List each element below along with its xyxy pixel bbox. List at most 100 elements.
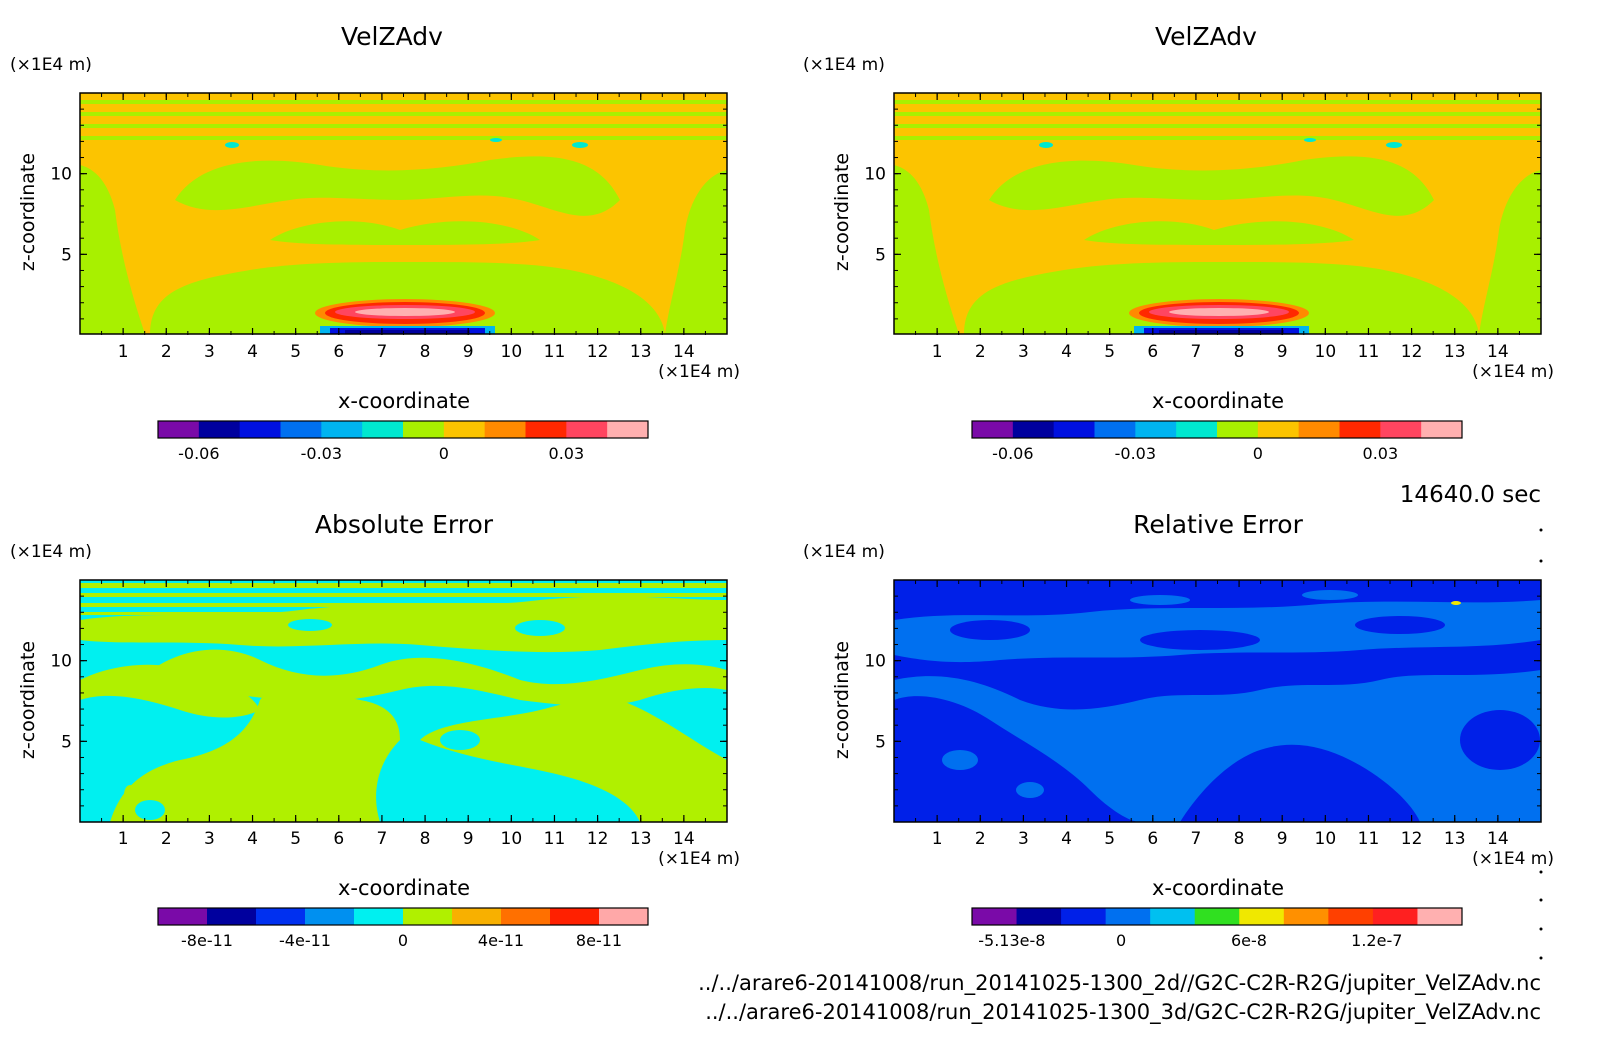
x-tick-label: 12 — [587, 342, 609, 362]
x-unit-label: (×1E4 m) — [658, 362, 740, 382]
x-unit-label: (×1E4 m) — [1472, 362, 1554, 382]
margin-dots — [1539, 528, 1543, 960]
colorbar-swatch — [1194, 908, 1240, 925]
x-tick-label: 5 — [1104, 342, 1115, 362]
colorbar-swatch — [1094, 421, 1136, 438]
x-tick-label: 5 — [290, 342, 301, 362]
colorbar-swatch — [1053, 421, 1095, 438]
y-tick-label: 5 — [875, 245, 886, 265]
y-axis-label: z-coordinate — [831, 153, 853, 271]
colorbar-swatch — [1150, 908, 1196, 925]
x-tick-label: 3 — [1018, 829, 1029, 849]
colorbar-swatch — [158, 421, 200, 438]
colorbar-swatch — [256, 908, 306, 925]
colorbar-swatch — [1339, 421, 1381, 438]
colorbar-tick-label: -0.06 — [992, 444, 1033, 463]
colorbar-swatch — [1298, 421, 1340, 438]
colorbar-frame — [157, 907, 649, 926]
y-axis-ticks: 5 10 — [50, 108, 727, 320]
x-tick-label: 7 — [1191, 342, 1202, 362]
colorbar-tick-label: 0 — [1116, 931, 1126, 950]
file-path-3d: ../../arare6-20141008/run_20141025-1300_… — [705, 1000, 1541, 1025]
colorbar-tick-label: 0.03 — [1363, 444, 1399, 463]
x-tick-label: 8 — [420, 829, 431, 849]
x-tick-label: 5 — [1104, 829, 1115, 849]
x-tick-label: 4 — [247, 342, 258, 362]
x-axis-ticks: 1 2 3 4 5 6 7 8 9 10 11 12 13 14 — [101, 580, 706, 849]
x-axis-ticks: 1 2 3 4 5 6 7 8 9 10 11 12 13 14 — [915, 580, 1520, 849]
colorbar-swatch — [354, 908, 404, 925]
colorbar-tick-label: -5.13e-8 — [978, 931, 1045, 950]
colorbar-tick-label: 0 — [398, 931, 408, 950]
colorbar-swatch — [607, 421, 649, 438]
colorbar-swatch — [403, 421, 445, 438]
colorbar-tick-label: 1.2e-7 — [1351, 931, 1402, 950]
y-tick-label: 10 — [50, 652, 72, 672]
colorbar-tick-label: 8e-11 — [576, 931, 622, 950]
colorbar-swatch — [1257, 421, 1300, 438]
colorbar-swatch — [1217, 421, 1259, 438]
x-tick-label: 1 — [932, 342, 943, 362]
colorbar: -0.06 -0.03 0 0.03 — [971, 420, 1463, 463]
x-tick-label: 10 — [501, 829, 523, 849]
y-unit-label: (×1E4 m) — [10, 542, 92, 562]
x-tick-label: 4 — [1061, 342, 1072, 362]
colorbar-swatch — [1012, 421, 1055, 438]
colorbar-tick-label: 0 — [439, 444, 449, 463]
colorbar-tick-label: -0.03 — [301, 444, 342, 463]
x-tick-label: 13 — [630, 829, 652, 849]
x-axis-label: x-coordinate — [338, 389, 470, 413]
x-axis-ticks: 1 2 3 4 5 6 7 8 9 10 11 12 13 14 — [915, 93, 1520, 362]
y-axis-label: z-coordinate — [17, 641, 39, 759]
x-tick-label: 14 — [673, 829, 695, 849]
y-axis-ticks: 5 10 — [864, 595, 1541, 807]
x-axis-label: x-coordinate — [338, 876, 470, 900]
colorbar-swatch — [452, 908, 502, 925]
colorbar-swatch — [484, 421, 526, 438]
colorbar-swatch — [443, 421, 486, 438]
colorbar-swatch — [1417, 908, 1463, 925]
x-tick-label: 7 — [377, 342, 388, 362]
contour-plot — [893, 92, 1542, 335]
x-tick-label: 10 — [1315, 342, 1337, 362]
panel-top-right: VelZAdv (×1E4 m) — [803, 22, 1554, 463]
colorbar-swatch — [1372, 908, 1418, 925]
x-tick-label: 1 — [118, 829, 129, 849]
colorbar-swatch — [1239, 908, 1285, 925]
x-tick-label: 13 — [1444, 342, 1466, 362]
x-tick-label: 12 — [1401, 829, 1423, 849]
x-tick-label: 6 — [1147, 342, 1158, 362]
x-tick-label: 13 — [1444, 829, 1466, 849]
y-tick-label: 10 — [864, 165, 886, 185]
colorbar-tick-label: 0 — [1253, 444, 1263, 463]
colorbar-swatch — [501, 908, 551, 925]
x-unit-label: (×1E4 m) — [658, 849, 740, 869]
x-tick-label: 13 — [630, 342, 652, 362]
colorbar-swatch — [158, 908, 208, 925]
colorbar-swatch — [1283, 908, 1329, 925]
colorbar-swatch — [566, 421, 608, 438]
x-tick-label: 7 — [377, 829, 388, 849]
x-tick-label: 8 — [1234, 342, 1245, 362]
y-tick-label: 10 — [50, 165, 72, 185]
colorbar-tick-label: 0.03 — [549, 444, 585, 463]
x-tick-label: 2 — [161, 342, 172, 362]
x-tick-label: 9 — [463, 829, 474, 849]
panel-title: VelZAdv — [341, 22, 443, 51]
colorbar-swatch — [305, 908, 355, 925]
x-tick-label: 12 — [1401, 342, 1423, 362]
colorbar-swatch — [1105, 908, 1151, 925]
x-tick-label: 4 — [1061, 829, 1072, 849]
colorbar-swatch — [550, 908, 600, 925]
y-axis-ticks: 5 10 — [864, 108, 1541, 320]
y-unit-label: (×1E4 m) — [10, 55, 92, 75]
x-tick-label: 3 — [204, 829, 215, 849]
colorbar-swatch — [321, 421, 363, 438]
x-tick-label: 10 — [1315, 829, 1337, 849]
x-tick-label: 8 — [420, 342, 431, 362]
colorbar: -8e-11 -4e-11 0 4e-11 8e-11 — [157, 907, 649, 950]
x-tick-label: 9 — [1277, 829, 1288, 849]
colorbar: -5.13e-8 0 6e-8 1.2e-7 — [971, 907, 1463, 950]
colorbar: -0.06 -0.03 0 0.03 — [157, 420, 649, 463]
